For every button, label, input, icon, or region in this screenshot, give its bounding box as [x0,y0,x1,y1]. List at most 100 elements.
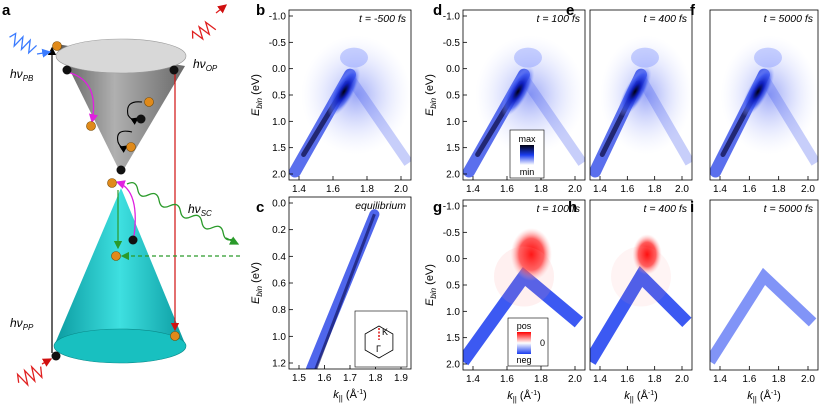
depletion-band [590,266,692,365]
x-tick-label: 2.0 [801,184,815,195]
x-tick-label: 1.8 [360,184,374,195]
valence-cone-bottom [53,328,187,364]
y-tick-label: 0.0 [446,64,460,75]
plot-frame [709,199,819,371]
y-tick-label: 0.4 [272,252,286,263]
y-axis-label: Ebin (eV) [250,74,264,116]
y-tick-label: 1.0 [272,117,286,128]
y-tick-label: 0.5 [446,91,460,102]
pump-photon-arrowhead [41,358,53,367]
plot-frame [709,9,819,181]
y-axis-label: Ebin (eV) [424,264,438,306]
x-tick-label: 1.5 [292,373,306,384]
y-tick-label: 0.0 [272,199,286,210]
panel-label-e: e [566,2,574,19]
y-tick-label: 2.0 [272,170,286,181]
y-tick-label: 0.8 [272,305,286,316]
label-hv-pp: hνPP [10,316,34,332]
x-tick-label: 2.0 [801,374,815,385]
x-tick-label: 1.6 [500,374,514,385]
excited-carriers [632,234,662,275]
gamma-point-label: Γ [376,344,381,354]
panel-i: i t = 5000 fs 1.4 1.6 1.8 2.0 k|| (Å-1) [690,199,819,404]
y-tick-label: 0.0 [272,64,286,75]
panel-h: h t = 400 fs 1.4 1.6 1.8 2.0 k|| (Å-1) [568,199,693,404]
y-tick-label: 1.2 [272,359,286,370]
x-tick-label: 1.4 [713,184,727,195]
panel-e: e t = 400 fs 1.4 1.6 1.8 2.0 [566,2,693,195]
conduction-cone-top [55,38,187,74]
plot-frame [589,9,693,181]
x-tick-label: 1.9 [394,373,408,384]
band-maximum [327,66,361,117]
panel-f: f t = 5000 fs 1.4 1.6 1.8 2.0 [690,2,819,195]
electron [111,251,121,261]
x-tick-label: 1.6 [742,374,756,385]
scattering-arrow-2 [117,130,133,153]
x-tick-label: 2.0 [568,374,582,385]
hole [116,165,126,175]
y-tick-label: 1.0 [272,332,286,343]
time-label: t = 400 fs [644,203,688,215]
y-tick-label: 1.5 [272,143,286,154]
band-right-branch [345,75,411,166]
colorbar-zero-label: 0 [540,338,545,348]
x-tick-label: 2.0 [675,184,689,195]
panel-label-a: a [2,2,11,19]
excited-carriers [510,228,552,281]
relaxation-arrow-upper [66,71,98,124]
time-label: equilibrium [355,200,406,212]
diffuse-gain [494,246,554,307]
electron [107,178,117,188]
x-tick-label: 1.7 [343,373,357,384]
x-tick-label: 1.4 [713,374,727,385]
electron [52,41,62,51]
scatter-photon-icon [126,182,235,241]
y-tick-label: 2.0 [446,360,460,371]
panel-label-d: d [433,2,442,19]
colorbar-pos-label: pos [517,321,532,331]
x-axis-label: k|| (Å-1) [747,389,781,404]
excited-population [631,47,659,68]
x-tick-label: 1.6 [742,184,756,195]
panel-d: d t = 100 fs -1.0 -0.5 0.0 0.5 1.0 1.5 2.0 Ebin (… [424,2,586,195]
x-tick-label: 1.8 [648,184,662,195]
band-maximum [501,66,535,117]
excited-population [514,47,542,68]
y-tick-label: -0.5 [443,38,461,49]
panel-label-b: b [256,2,265,19]
electron [144,97,154,107]
hole [51,351,61,361]
panel-label-f: f [690,2,696,19]
conduction-cone [57,44,185,174]
background-haze [475,35,585,155]
intensity-colorbar: max min [509,129,545,179]
y-tick-label: 1.5 [446,143,460,154]
colorbar-box [509,129,545,179]
x-tick-label: 1.4 [466,374,480,385]
band-maximum [618,66,652,117]
x-tick-label: 1.6 [326,184,340,195]
y-tick-label: 0.2 [272,225,286,236]
y-axis-label: Ebin (eV) [424,74,438,116]
inset-box [354,310,408,368]
panel-a: a [2,2,240,387]
x-tick-label: 1.6 [318,373,332,384]
y-tick-label: 0.0 [446,254,460,265]
y-tick-label: 0.5 [446,281,460,292]
x-tick-label: 1.4 [593,184,607,195]
background-haze [301,35,411,155]
x-tick-label: 1.6 [500,184,514,195]
label-hv-pb: hνPB [10,67,34,83]
band-right-branch [519,75,585,166]
x-tick-label: 1.8 [534,184,548,195]
x-tick-label: 1.8 [648,374,662,385]
y-tick-label: 0.6 [272,279,286,290]
hole [136,114,146,124]
time-label: t = 100 fs [537,203,581,215]
panel-label-i: i [690,199,694,216]
y-tick-label: -0.5 [269,38,287,49]
panel-b: b t = -500 fs -1.0 -0.5 0.0 0.5 1.0 1.5 2.0 Ebin … [250,2,412,195]
optical-photon-icon [191,20,217,41]
